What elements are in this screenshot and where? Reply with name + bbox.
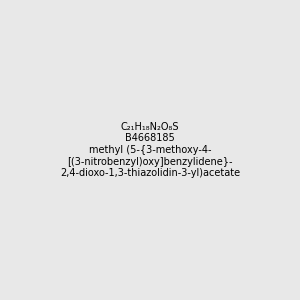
Text: C₂₁H₁₈N₂O₈S
B4668185
methyl (5-{3-methoxy-4-
[(3-nitrobenzyl)oxy]benzylidene}-
2: C₂₁H₁₈N₂O₈S B4668185 methyl (5-{3-methox…: [60, 122, 240, 178]
